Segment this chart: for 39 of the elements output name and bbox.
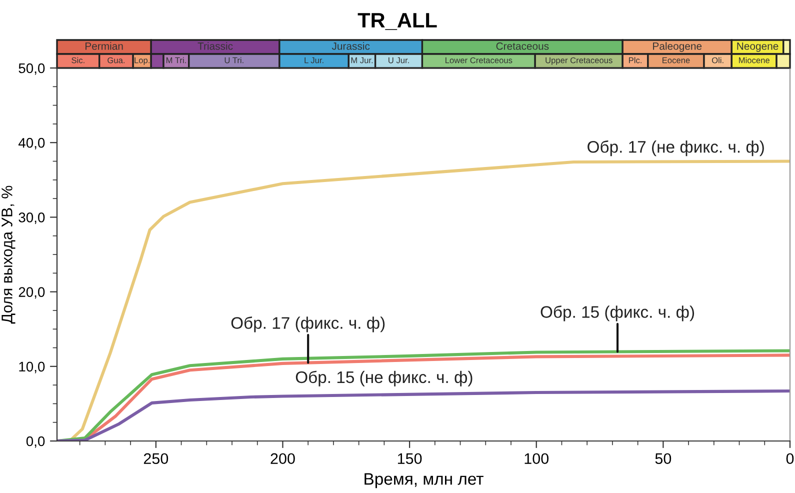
series-label: Обр. 17 (фикс. ч. ф) bbox=[231, 316, 385, 332]
text: M Tri. bbox=[166, 57, 186, 64]
x-tick-label: 50 bbox=[655, 453, 672, 464]
text: Neogene bbox=[737, 42, 778, 52]
y-tick-label: 20,0 bbox=[18, 287, 45, 299]
text: Eocene bbox=[662, 57, 690, 64]
x-tick-label: 200 bbox=[270, 453, 295, 464]
text: Lop. bbox=[134, 57, 150, 65]
x-tick-label: 0 bbox=[786, 453, 794, 464]
chart-title: TR_ALL bbox=[358, 13, 437, 30]
x-tick-label: 250 bbox=[144, 453, 168, 464]
text: L Jur. bbox=[304, 57, 324, 64]
x-axis-title: Время, млн лет bbox=[364, 473, 484, 488]
y-axis-title: Доля выхода УВ, % bbox=[2, 186, 16, 324]
y-tick-label: 10,0 bbox=[19, 362, 45, 374]
y-tick-label: 0,0 bbox=[26, 436, 45, 448]
text: U Jur. bbox=[388, 57, 409, 64]
text: U Tri. bbox=[224, 57, 244, 64]
text: Jurassic bbox=[332, 42, 370, 50]
series-label: Обр. 15 (не фикс. ч. ф) bbox=[296, 370, 472, 386]
text: Plc. bbox=[629, 57, 642, 64]
text: Lower Cretaceous bbox=[446, 57, 512, 64]
x-tick-label: 100 bbox=[524, 453, 549, 464]
text: Permian bbox=[86, 42, 123, 50]
text: Sic. bbox=[72, 57, 84, 64]
text: Oli. bbox=[712, 57, 724, 64]
y-tick-label: 50,0 bbox=[18, 63, 45, 75]
series-label: Обр. 15 (фикс. ч. ф) bbox=[540, 306, 694, 322]
text: Gua. bbox=[108, 57, 124, 64]
text: M Jur. bbox=[351, 57, 373, 64]
text: Upper Cretaceous bbox=[546, 57, 612, 65]
x-tick-label: 150 bbox=[398, 453, 422, 464]
text: Paleogene bbox=[653, 42, 702, 52]
y-tick-label: 30,0 bbox=[18, 212, 45, 224]
text: Cretaceous bbox=[496, 42, 549, 50]
text: Triassic bbox=[198, 42, 233, 50]
y-tick-label: 40,0 bbox=[18, 138, 45, 150]
series-label: Обр. 17 (не фикс. ч. ф) bbox=[588, 140, 764, 156]
text: Miocene bbox=[739, 57, 770, 64]
